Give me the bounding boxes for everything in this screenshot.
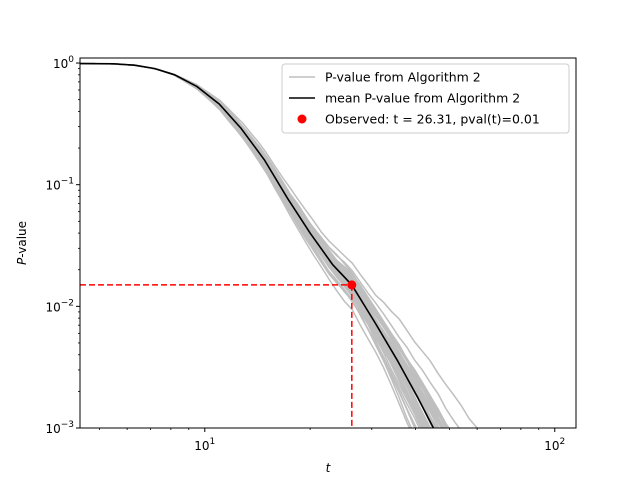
legend-marker [297, 114, 307, 124]
legend: P-value from Algorithm 2 mean P-value fro… [281, 63, 570, 134]
observed-group [80, 280, 357, 428]
y-tick-label: 10−3 [45, 420, 74, 436]
x-axis-label: t [326, 461, 332, 475]
legend-box [281, 63, 570, 134]
y-axis-label: P-value [15, 221, 29, 265]
x-axis-ticks: 101 102 [99, 428, 565, 453]
observed-point [347, 280, 357, 290]
legend-label: P-value from Algorithm 2 [325, 70, 481, 85]
mean-series-group [80, 62, 435, 428]
x-tick-label: 102 [544, 437, 565, 453]
legend-label: mean P-value from Algorithm 2 [325, 91, 520, 106]
mean-series-line [80, 62, 435, 428]
legend-label: Observed: t = 26.31, pval(t)=0.01 [325, 112, 540, 127]
y-tick-label: 10−2 [45, 298, 74, 314]
y-axis-ticks: 100 10−1 10−2 10−3 [45, 55, 80, 436]
plot-frame [79, 57, 577, 429]
y-tick-label: 100 [53, 55, 74, 71]
y-tick-label: 10−1 [45, 177, 74, 193]
x-tick-label: 101 [194, 437, 215, 453]
